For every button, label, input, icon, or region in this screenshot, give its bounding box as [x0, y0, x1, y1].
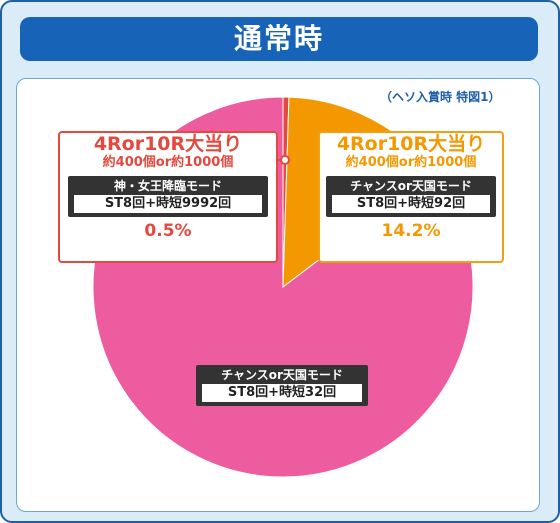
bottom-card-spec: ST8回+時短32回: [202, 384, 362, 402]
right-card-mode: チャンスor天国モード: [350, 179, 472, 193]
right-card-percent: 14.2%: [381, 221, 441, 241]
right-card-payout: 約400個or約1000個: [345, 155, 477, 170]
bottom-card-mode-box: チャンスor天国モード ST8回+時短32回: [196, 365, 368, 406]
card-right: 4Ror10R大当り 約400個or約1000個 チャンスor天国モード ST8…: [318, 131, 504, 263]
card-left: 4Ror10R大当り 約400個or約1000個 神・女王降臨モード ST8回+…: [58, 131, 278, 263]
left-card-mode-box: 神・女王降臨モード ST8回+時短9992回: [68, 176, 268, 217]
bottom-card-payout: 約400個: [254, 344, 308, 359]
page-title: 通常時: [20, 17, 538, 61]
left-card-percent: 0.5%: [144, 221, 192, 241]
left-slice-marker: [280, 155, 290, 165]
bottom-card-mode: チャンスor天国モード: [221, 368, 343, 382]
left-card-heading: 4Ror10R大当り: [93, 133, 243, 155]
bottom-card-heading: 4R大当り: [234, 321, 328, 345]
left-card-mode: 神・女王降臨モード: [113, 179, 222, 193]
right-card-mode-box: チャンスor天国モード ST8回+時短92回: [326, 176, 496, 217]
left-card-payout: 約400個or約1000個: [102, 155, 234, 170]
right-card-spec: ST8回+時短92回: [332, 195, 490, 213]
bottom-card-percent: 85.3%: [251, 410, 311, 430]
left-card-spec: ST8回+時短9992回: [74, 195, 262, 213]
right-card-heading: 4Ror10R大当り: [336, 133, 486, 155]
card-bottom: 4R大当り 約400個 チャンスor天国モード ST8回+時短32回 85.3%: [196, 321, 368, 452]
trigger-note: （ヘソ入賞時 特図1）: [380, 90, 501, 104]
